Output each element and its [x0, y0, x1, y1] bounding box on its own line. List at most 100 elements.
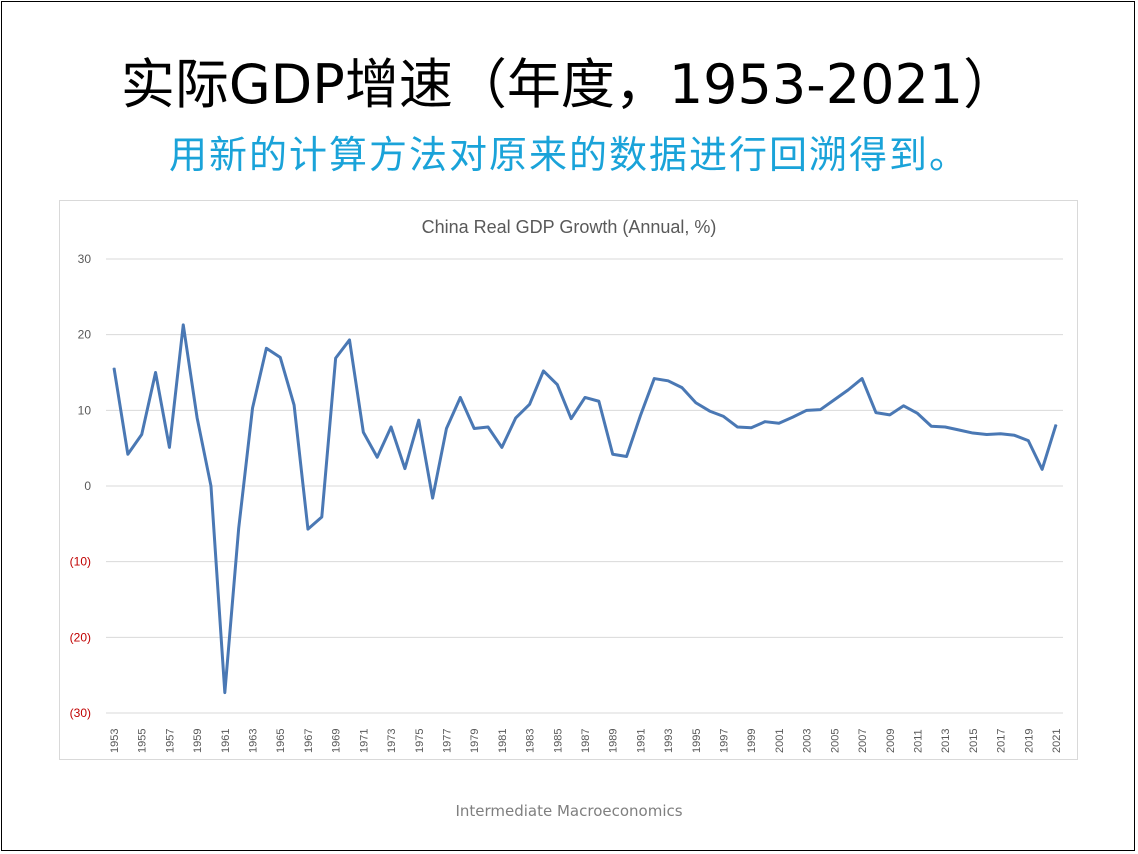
x-tick-label: 1989: [608, 729, 620, 753]
data-point: [875, 412, 877, 414]
data-point: [695, 402, 697, 404]
data-point: [1027, 440, 1029, 442]
data-point: [238, 527, 240, 529]
x-tick-label: 2001: [774, 729, 786, 753]
data-point: [653, 377, 655, 380]
x-tick-label: 1955: [137, 729, 149, 753]
data-point: [584, 396, 586, 399]
data-point: [598, 400, 600, 402]
x-tick-label: 1973: [386, 729, 398, 753]
y-tick-label: (20): [70, 630, 91, 644]
data-point: [196, 417, 198, 419]
data-point: [903, 405, 905, 407]
data-point: [1013, 434, 1016, 436]
x-tick-label: 2017: [996, 729, 1008, 753]
data-point: [847, 389, 849, 391]
x-tick-label: 1971: [358, 729, 370, 753]
data-point: [612, 453, 614, 455]
data-point: [113, 367, 115, 369]
y-tick-label: 30: [78, 252, 92, 266]
x-tick-label: 1961: [220, 729, 232, 753]
data-point: [1041, 468, 1043, 470]
data-point: [487, 426, 489, 428]
data-point: [445, 427, 448, 430]
x-tick-label: 1963: [248, 729, 260, 753]
data-point: [224, 691, 226, 694]
data-point: [265, 347, 267, 349]
data-point: [528, 403, 531, 405]
data-point: [916, 412, 919, 414]
data-point: [293, 404, 295, 406]
data-point: [667, 380, 669, 382]
data-point: [709, 410, 711, 412]
data-point: [404, 468, 406, 470]
data-point: [390, 426, 392, 428]
series-line-group: [112, 323, 1058, 695]
data-point: [944, 426, 946, 428]
y-tick-label: (10): [70, 555, 91, 569]
data-point: [806, 409, 808, 411]
x-tick-label: 2003: [802, 729, 814, 753]
slide-subtitle: 用新的计算方法对原来的数据进行回溯得到。: [168, 133, 969, 177]
data-point: [459, 396, 461, 399]
data-point: [1055, 424, 1057, 426]
data-point: [999, 433, 1002, 435]
x-tick-label: 1991: [635, 729, 647, 753]
grid-lines: [106, 258, 1063, 714]
x-tick-label: 1993: [663, 729, 675, 753]
data-point: [473, 427, 475, 430]
x-tick-label: 2019: [1023, 729, 1035, 753]
data-point: [833, 399, 835, 401]
x-tick-label: 1997: [719, 729, 731, 753]
x-tick-label: 1959: [192, 729, 204, 753]
footer-text: Intermediate Macroeconomics: [455, 802, 683, 820]
data-point: [556, 384, 558, 386]
data-point: [127, 453, 129, 455]
data-point: [930, 425, 932, 427]
data-point: [251, 407, 254, 409]
data-point: [307, 528, 309, 530]
x-tick-label: 1957: [164, 729, 176, 753]
x-tick-label: 1987: [580, 729, 592, 753]
x-tick-label: 1981: [497, 729, 509, 753]
data-point: [362, 431, 364, 433]
data-point: [182, 324, 184, 326]
data-point: [348, 339, 351, 341]
data-point: [141, 433, 143, 436]
y-tick-label: 0: [84, 479, 91, 493]
data-point: [972, 432, 974, 434]
chart-area: China Real GDP Growth (Annual, %) 30 20 10…: [59, 200, 1078, 760]
data-point: [764, 421, 766, 423]
data-point: [736, 426, 738, 428]
y-axis: 30 20 10 0 (10) (20) (30): [70, 252, 92, 720]
data-point: [889, 414, 891, 416]
line-chart: China Real GDP Growth (Annual, %) 30 20 10…: [70, 217, 1063, 753]
x-tick-label: 1953: [109, 729, 121, 753]
slide-title: 实际GDP增速（年度，1953-2021）: [120, 53, 1018, 116]
data-point: [625, 455, 628, 458]
x-tick-label: 1977: [441, 729, 453, 753]
data-point: [168, 446, 171, 449]
data-point: [210, 485, 212, 487]
data-point: [819, 408, 822, 411]
x-axis: 1953 1955 1957 1959 1961 1963 1965 1967 1969 1971…: [109, 729, 1063, 753]
data-point: [432, 497, 434, 499]
data-point: [861, 377, 863, 380]
data-point: [418, 419, 420, 421]
data-point: [750, 427, 752, 429]
data-point: [501, 446, 503, 449]
x-tick-label: 1967: [303, 729, 315, 753]
data-point: [958, 429, 960, 431]
data-point: [154, 371, 157, 374]
data-point: [515, 417, 517, 419]
x-tick-label: 2013: [940, 729, 952, 753]
data-point: [570, 418, 572, 420]
x-tick-label: 1985: [552, 729, 564, 753]
x-tick-label: 2009: [885, 729, 897, 753]
x-tick-label: 1965: [275, 729, 287, 753]
x-tick-label: 1999: [746, 729, 758, 753]
data-point: [681, 387, 683, 389]
y-tick-label: 20: [78, 328, 92, 342]
x-tick-label: 2007: [857, 729, 869, 753]
